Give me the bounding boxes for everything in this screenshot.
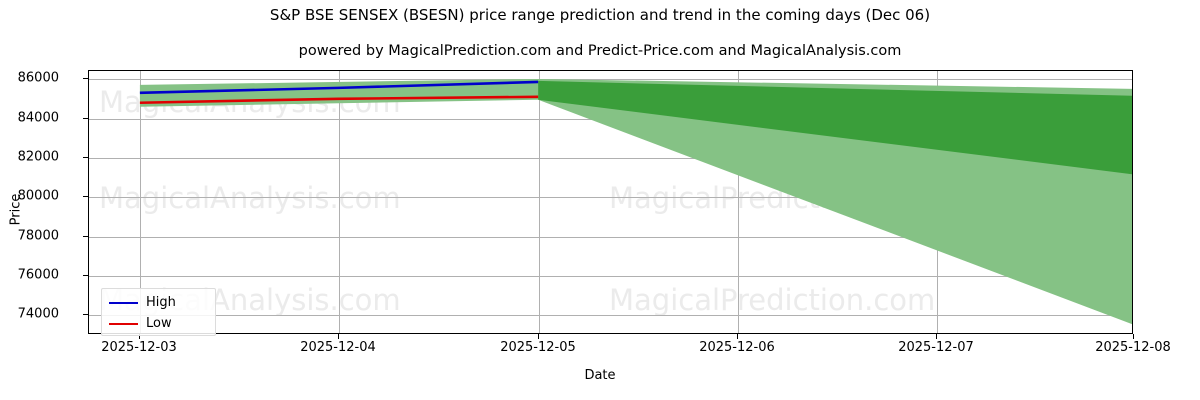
gridline-horizontal — [89, 237, 1132, 238]
low-series-line — [139, 95, 539, 105]
forecast-inner-band — [538, 80, 1132, 175]
gridline-vertical — [539, 71, 540, 333]
y-tick-label-80000: 80000 — [17, 188, 59, 204]
gridline-horizontal — [89, 197, 1132, 198]
x-axis-title: Date — [584, 368, 616, 383]
legend-label-high: High — [146, 295, 176, 310]
y-tick-mark — [83, 236, 88, 237]
legend-label-low: Low — [146, 316, 172, 331]
legend-swatch-low-icon — [109, 322, 138, 326]
y-tick-mark — [83, 196, 88, 197]
gridline-vertical — [339, 71, 340, 333]
chart-subtitle: powered by MagicalPrediction.com and Pre… — [298, 43, 902, 59]
y-tick-mark — [83, 157, 88, 158]
y-tick-mark — [83, 78, 88, 79]
gridline-vertical — [140, 71, 141, 333]
high-series-line — [139, 80, 539, 95]
x-tick-label-2025-12-08: 2025-12-08 — [1095, 340, 1171, 355]
gridline-horizontal — [89, 158, 1132, 159]
y-tick-mark — [83, 275, 88, 276]
x-tick-label-2025-12-06: 2025-12-06 — [699, 340, 775, 355]
gridline-vertical — [738, 71, 739, 333]
x-tick-label-2025-12-04: 2025-12-04 — [300, 340, 376, 355]
y-tick-mark — [83, 314, 88, 315]
x-tick-mark — [538, 334, 539, 339]
gridline-horizontal — [89, 276, 1132, 277]
x-tick-mark — [1133, 334, 1134, 339]
x-tick-label-2025-12-03: 2025-12-03 — [101, 340, 177, 355]
x-tick-mark — [737, 334, 738, 339]
x-tick-mark — [338, 334, 339, 339]
series-overlay — [139, 78, 1132, 325]
gridline-horizontal — [89, 315, 1132, 316]
y-tick-label-78000: 78000 — [17, 228, 59, 244]
y-tick-label-82000: 82000 — [17, 149, 59, 165]
x-tick-label-2025-12-05: 2025-12-05 — [500, 340, 576, 355]
plot-area: MagicalAnalysis.com MagicalPrediction.co… — [88, 70, 1133, 334]
x-tick-label-2025-12-07: 2025-12-07 — [898, 340, 974, 355]
gridline-horizontal — [89, 79, 1132, 80]
y-tick-label-74000: 74000 — [17, 306, 59, 322]
x-tick-mark — [139, 334, 140, 339]
y-tick-mark — [83, 118, 88, 119]
x-tick-mark — [936, 334, 937, 339]
legend-swatch-high-icon — [109, 301, 138, 305]
legend-item-low[interactable]: Low — [109, 315, 172, 333]
y-tick-label-84000: 84000 — [17, 110, 59, 126]
legend: High Low — [101, 288, 216, 336]
y-tick-label-86000: 86000 — [17, 70, 59, 86]
legend-item-high[interactable]: High — [109, 294, 176, 312]
chart-title: S&P BSE SENSEX (BSESN) price range predi… — [269, 6, 931, 24]
y-tick-label-76000: 76000 — [17, 267, 59, 283]
